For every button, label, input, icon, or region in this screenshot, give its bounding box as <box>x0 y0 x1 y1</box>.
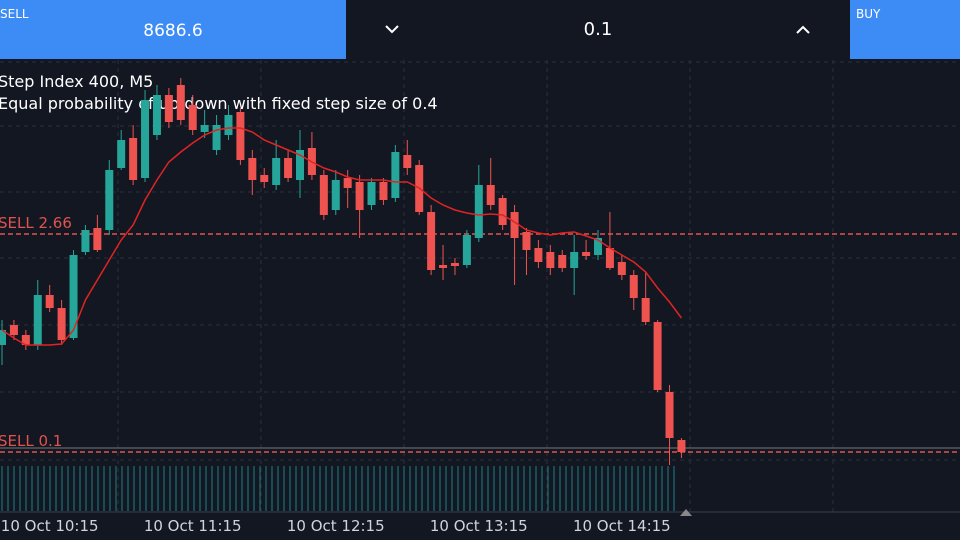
x-tick-label: 10 Oct 14:15 <box>573 517 671 535</box>
candle-body <box>558 255 567 268</box>
position-label: SELL 2.66 <box>0 214 72 232</box>
x-tick-label: 10 Oct 12:15 <box>287 517 385 535</box>
x-tick-label: 10 Oct 11:15 <box>144 517 242 535</box>
candle-body <box>33 295 42 345</box>
candle-body <box>379 182 388 200</box>
candle-body <box>236 112 245 160</box>
candle-body <box>462 235 471 265</box>
candle-body <box>284 158 293 178</box>
x-tick-label: 10 Oct 13:15 <box>430 517 528 535</box>
candle-body <box>677 440 686 452</box>
candle-body <box>21 335 30 345</box>
candle-body <box>200 125 209 132</box>
candle-body <box>594 238 602 255</box>
buy-label: BUY <box>856 7 881 21</box>
increase-lot[interactable] <box>796 25 810 34</box>
candle-body <box>319 175 328 215</box>
candle-body <box>546 252 555 268</box>
candle-body <box>474 185 483 238</box>
candle-body <box>665 392 674 438</box>
moving-average <box>1 127 683 346</box>
sell-price: 8686.6 <box>143 21 203 41</box>
lot-arrows <box>385 25 810 34</box>
candle-body <box>69 255 78 338</box>
candle-body <box>164 95 173 122</box>
buy-button[interactable]: BUY <box>850 0 960 59</box>
candle-body <box>45 295 54 308</box>
candle-body <box>212 125 221 150</box>
position-label: SELL 0.1 <box>0 432 62 450</box>
x-tick-label: 10 Oct 10:15 <box>1 517 99 535</box>
candle-body <box>570 252 579 268</box>
candle-body <box>582 252 591 256</box>
candle-body <box>522 232 531 250</box>
candle-body <box>188 105 197 130</box>
candle-body <box>641 298 650 322</box>
candle-body <box>105 170 114 230</box>
candle-body <box>129 138 138 180</box>
candle-body <box>141 100 150 178</box>
candle-body <box>486 185 495 205</box>
candle-body <box>391 152 400 198</box>
candle-body <box>272 158 281 185</box>
candle-body <box>260 175 269 182</box>
candle-body <box>176 85 185 120</box>
candle-body <box>534 248 543 262</box>
candle-body <box>152 95 161 135</box>
chart-subtitle: Equal probability of up/down with fixed … <box>0 94 438 113</box>
decrease-lot[interactable] <box>385 25 399 34</box>
candle-body <box>605 248 614 268</box>
candle-body <box>355 182 364 210</box>
candle-body <box>367 182 376 205</box>
candle-body <box>224 115 233 135</box>
candle-body <box>343 178 352 188</box>
candle-body <box>248 158 257 180</box>
candle-body <box>0 330 6 345</box>
candle-body <box>296 150 304 180</box>
scroll-marker[interactable] <box>680 509 692 516</box>
candle-body <box>629 275 638 298</box>
candle-body <box>498 198 507 225</box>
candle-body <box>9 325 18 335</box>
sell-button[interactable]: SELL 8686.6 <box>0 0 346 59</box>
candle-body <box>403 155 412 168</box>
candle-body <box>117 140 126 168</box>
chart-title: Step Index 400, M5 <box>0 72 153 91</box>
candle-body <box>450 263 459 266</box>
lot-size[interactable]: 0.1 <box>583 19 613 40</box>
lot-selector: 0.1 <box>348 0 848 59</box>
candle-body <box>57 308 66 340</box>
candle-body <box>331 180 340 210</box>
sell-label: SELL <box>0 7 29 21</box>
candle-body <box>81 230 90 252</box>
candle-body <box>510 212 519 238</box>
candle-body <box>617 262 626 275</box>
candle-body <box>427 212 436 270</box>
candle-body <box>439 265 448 268</box>
candle-body <box>653 322 662 390</box>
candle-body <box>93 228 102 250</box>
